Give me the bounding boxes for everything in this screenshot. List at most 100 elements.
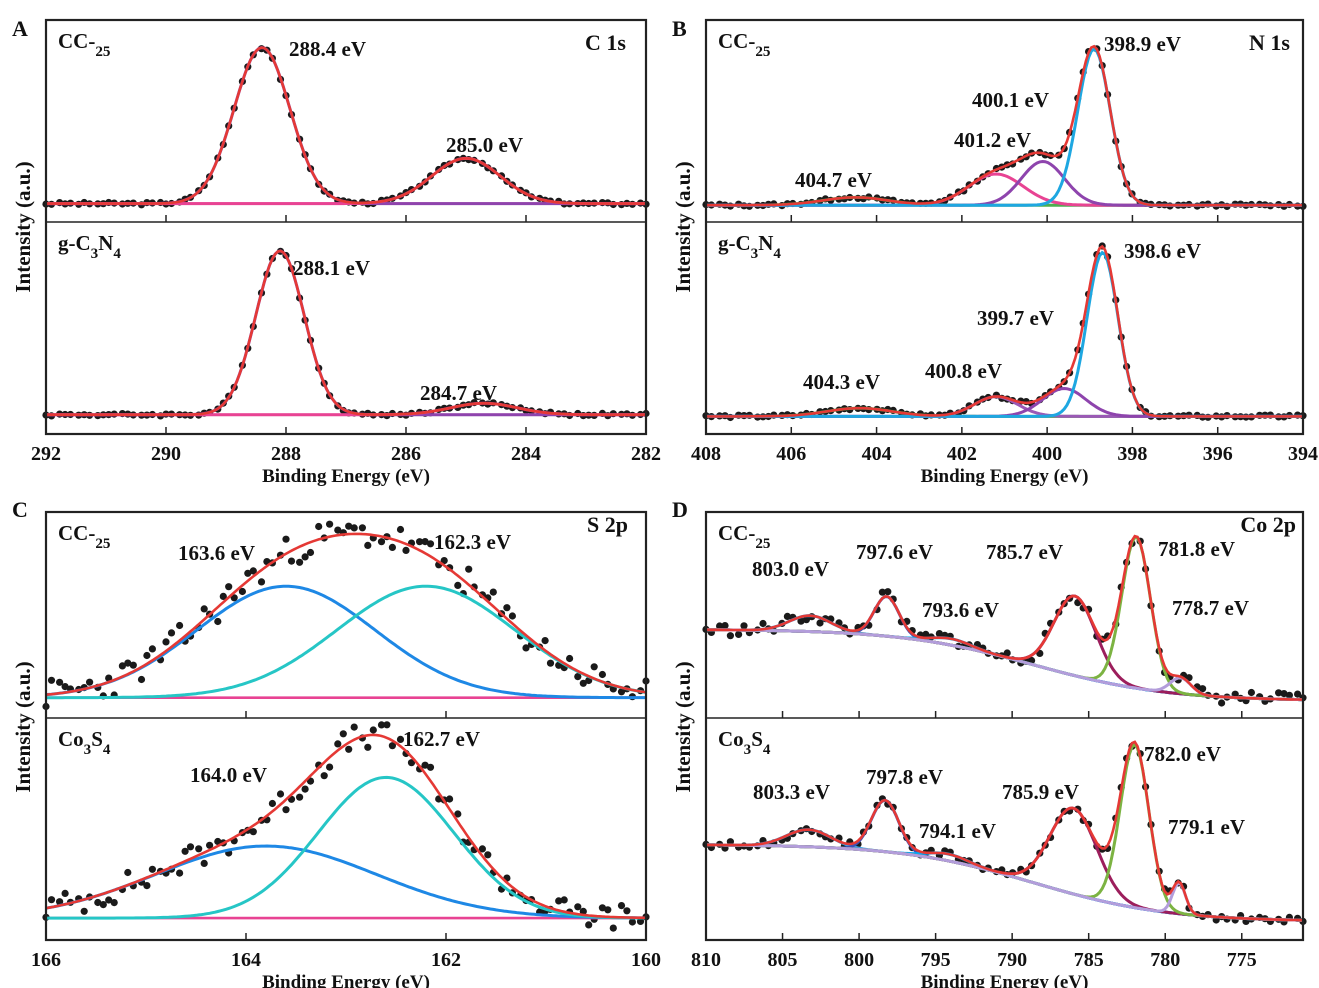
- data-point: [326, 763, 334, 771]
- data-point: [546, 659, 555, 667]
- peak-label: 400.1 eV: [972, 88, 1049, 112]
- data-point: [124, 659, 132, 667]
- data-point: [326, 520, 334, 528]
- panel-letter: C: [12, 497, 28, 522]
- panel-letter: A: [12, 16, 28, 41]
- data-point: [350, 524, 358, 532]
- peak-label: 778.7 eV: [1172, 596, 1249, 620]
- x-axis-label: Binding Energy (eV): [262, 972, 430, 988]
- x-tick-label: 810: [691, 949, 721, 971]
- peak-label: 794.1 eV: [919, 819, 996, 843]
- data-point: [636, 917, 645, 926]
- data-point: [358, 524, 366, 532]
- data-point: [282, 535, 290, 543]
- data-point: [797, 617, 805, 625]
- data-point: [137, 675, 146, 684]
- fit-envelope: [705, 534, 1303, 701]
- data-point: [426, 540, 435, 548]
- data-point: [1275, 689, 1283, 697]
- data-point: [522, 644, 530, 652]
- data-point: [590, 663, 598, 671]
- data-point: [315, 522, 323, 531]
- sample-label: CC-25: [718, 29, 770, 60]
- subplot-1: Co3S4 164.0 eV 162.7 eV: [42, 721, 650, 932]
- data-point: [181, 847, 189, 855]
- data-point: [1280, 690, 1288, 698]
- x-tick-label: 402: [947, 443, 977, 465]
- x-tick-label: 396: [1203, 443, 1233, 465]
- data-point: [623, 907, 631, 915]
- fit-peak: [45, 584, 646, 700]
- data-points: [42, 721, 650, 932]
- data-point: [176, 869, 184, 877]
- data-point: [244, 569, 252, 577]
- data-point: [465, 565, 473, 573]
- data-point: [86, 678, 94, 686]
- data-point: [350, 723, 358, 731]
- data-point: [320, 772, 328, 780]
- data-point: [143, 651, 151, 660]
- data-point: [249, 828, 257, 836]
- data-point: [118, 662, 126, 670]
- data-point: [214, 837, 222, 846]
- data-point: [296, 793, 304, 801]
- fit-envelope: [706, 44, 1303, 207]
- data-point: [407, 759, 416, 767]
- y-axis-label: Intensity (a.u.): [11, 161, 35, 292]
- panel-D: D Co 2p Intensity (a.u.) CC-25 803.0 eV 797.6…: [671, 497, 1307, 988]
- x-tick-label: 166: [31, 949, 61, 971]
- peak-label: 404.3 eV: [803, 370, 880, 394]
- peak-label: 284.7 eV: [420, 381, 497, 405]
- subplot-0: CC-25 803.0 eV 797.6 eV 793.6 eV 785.7 eV 781…: [702, 521, 1307, 707]
- data-point: [446, 795, 454, 803]
- data-point: [143, 882, 151, 890]
- data-point: [1247, 688, 1255, 697]
- data-point: [383, 721, 391, 729]
- fit-peak: [46, 775, 646, 920]
- data-point: [617, 902, 626, 910]
- data-point: [249, 567, 257, 575]
- data-point: [219, 592, 227, 601]
- data-point: [604, 906, 612, 914]
- data-point: [287, 557, 296, 565]
- data-point: [878, 588, 887, 596]
- data-point: [186, 843, 195, 851]
- data-point: [99, 901, 107, 909]
- data-point: [816, 619, 824, 627]
- peak-label: 803.3 eV: [753, 780, 830, 804]
- data-point: [230, 594, 238, 602]
- x-tick-label: 164: [231, 949, 261, 971]
- data-point: [377, 538, 386, 546]
- data-point: [200, 859, 208, 868]
- data-point: [47, 676, 56, 684]
- x-axis-label: Binding Energy (eV): [921, 972, 1089, 988]
- data-point: [579, 679, 587, 687]
- fit-envelope: [46, 46, 646, 205]
- background-line: [706, 843, 1303, 922]
- panel-A: A C 1s Intensity (a.u.) CC-25 288.4 eV 285.0 …: [11, 16, 661, 487]
- x-tick-label: 398: [1117, 443, 1147, 465]
- data-point: [110, 899, 118, 907]
- subplot-0: CC-25 163.6 eV 162.3 eV: [42, 520, 650, 711]
- data-point: [282, 806, 290, 814]
- data-point: [369, 726, 377, 734]
- plot-frame: [44, 18, 648, 436]
- data-point: [922, 630, 930, 639]
- data-point: [1294, 690, 1302, 698]
- data-points: [42, 520, 650, 711]
- x-tick-label: 404: [862, 443, 892, 465]
- sample-label: Co3S4: [718, 727, 771, 758]
- peak-label: 401.2 eV: [954, 128, 1031, 152]
- x-tick-label: 805: [768, 949, 798, 971]
- fit-envelope: [46, 249, 646, 416]
- data-point: [735, 630, 743, 639]
- data-point: [56, 678, 64, 686]
- data-point: [1285, 691, 1293, 699]
- panel-C: C S 2p Intensity (a.u.) CC-25 163.6 eV 162.3 …: [11, 497, 661, 988]
- y-axis-label: Intensity (a.u.): [671, 661, 695, 792]
- data-point: [306, 548, 315, 557]
- data-point: [214, 617, 222, 626]
- fit-peak: [46, 584, 647, 700]
- data-point: [1199, 685, 1207, 693]
- peak-label: 398.6 eV: [1124, 239, 1201, 263]
